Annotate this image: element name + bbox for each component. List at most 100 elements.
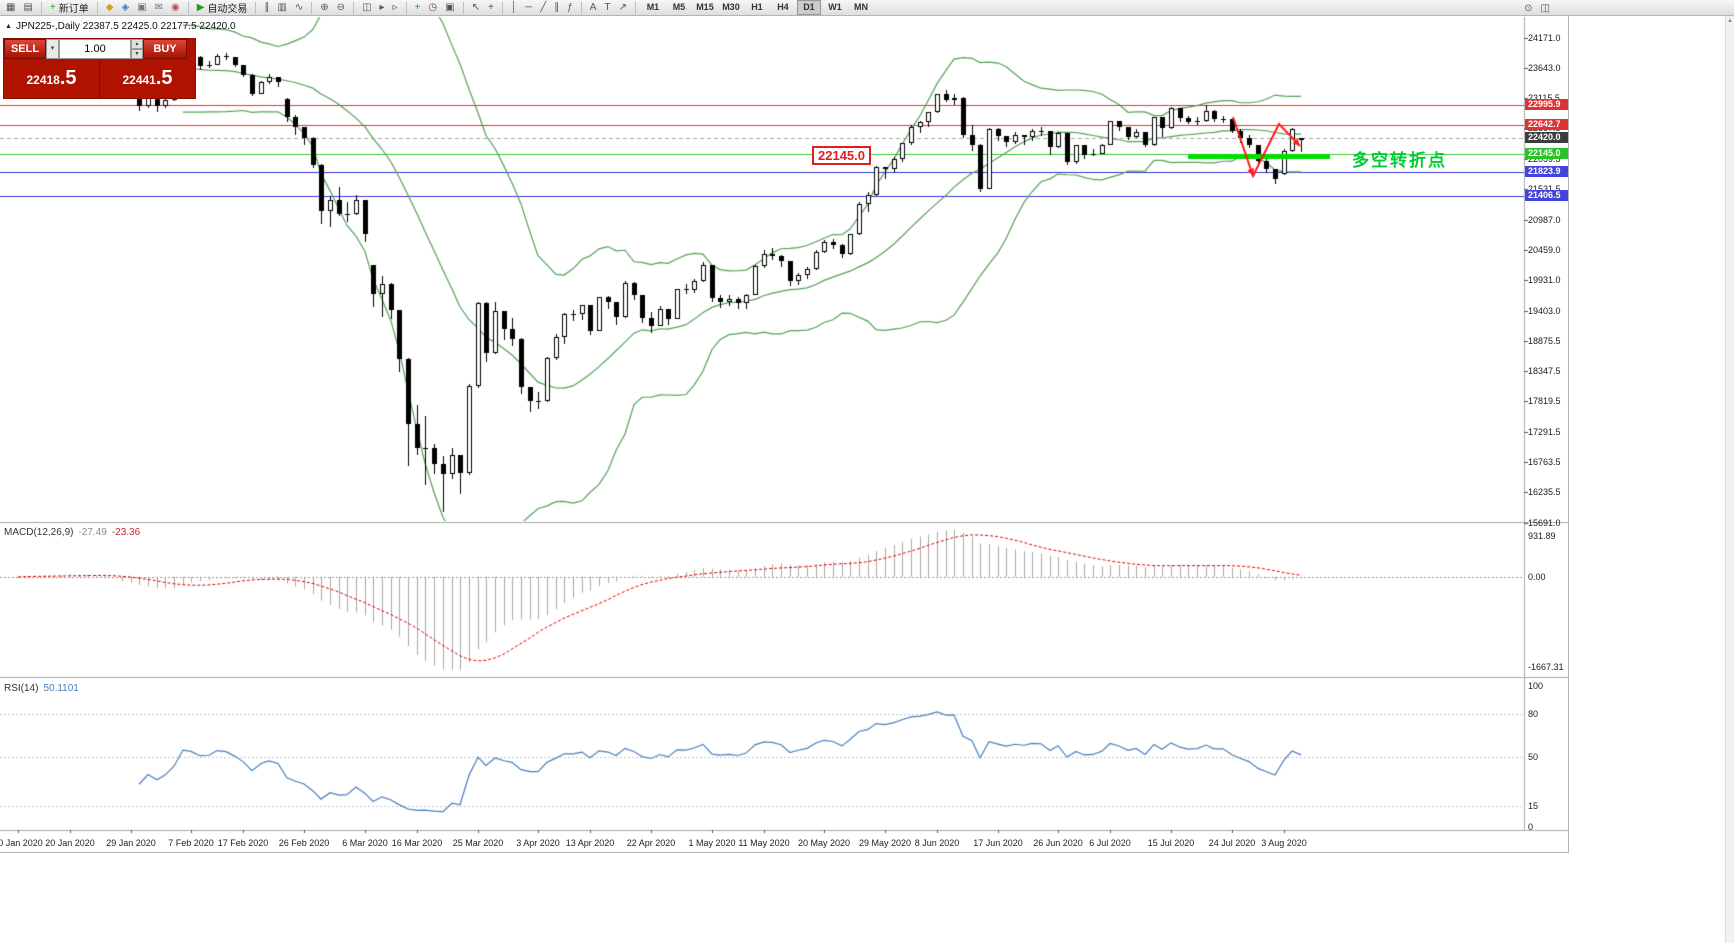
text-button[interactable]: A (587, 0, 600, 16)
auto-trading-icon: ▶ (196, 1, 205, 13)
indicators-button[interactable]: + (412, 0, 424, 16)
periods-icon: ◷ (428, 1, 438, 13)
market-watch-button[interactable]: ◆ (103, 0, 117, 16)
rsi-indicator-label: RSI(14) 50.1101 (4, 683, 79, 694)
toolbar-separator (353, 1, 355, 14)
scroll-up-icon[interactable]: ▲ (1727, 18, 1733, 24)
toolbar-separator (405, 1, 407, 14)
indicators-icon: + (414, 1, 421, 13)
price-badge: 21823.9 (1525, 166, 1568, 177)
cursor-button[interactable]: ↖ (469, 0, 483, 16)
line-chart-button[interactable]: ∿ (292, 0, 306, 16)
cursor-icon: ↖ (471, 1, 480, 13)
layouts-button[interactable]: ◫ (1538, 1, 1553, 17)
date-label: 6 Jul 2020 (1089, 838, 1131, 848)
alerts-button[interactable]: ◉ (168, 0, 183, 16)
vertical-line-icon: │ (510, 1, 518, 13)
data-window-button[interactable]: ◈ (118, 0, 132, 16)
tf-m1-button[interactable]: M1 (646, 2, 660, 12)
date-label: 1 May 2020 (688, 838, 736, 848)
templates-button[interactable]: ▣ (442, 0, 457, 16)
trendline-icon: ╱ (540, 1, 547, 13)
toolbar-separator (634, 1, 636, 14)
trendline-button[interactable]: ╱ (537, 0, 549, 16)
horizontal-line-button[interactable]: ─ (522, 0, 535, 16)
date-label: 20 Jan 2020 (45, 838, 95, 848)
new-order-button[interactable]: + 新订单 (47, 0, 92, 16)
sell-price-frac: .5 (59, 67, 77, 89)
volume-stepper: ▲ ▼ (131, 39, 143, 59)
label-icon: T (604, 1, 611, 13)
mailbox-icon: ✉ (154, 1, 163, 13)
chart-ohlc-title: ▲ JPN225-,Daily 22387.5 22425.0 22177.5 … (5, 21, 236, 32)
volume-up-icon[interactable]: ▲ (131, 39, 143, 49)
auto-trading-button[interactable]: ▶ 自动交易 (194, 0, 251, 16)
search-button[interactable]: ⊙ (1521, 1, 1535, 17)
toolbar-separator (255, 1, 257, 14)
tf-mn-button[interactable]: MN (853, 2, 868, 12)
new-chart-button[interactable]: ▦ (3, 0, 18, 16)
navigator-button[interactable]: ▣ (134, 0, 149, 16)
crosshair-button[interactable]: + (485, 0, 497, 16)
tf-m5-button[interactable]: M5 (672, 2, 686, 12)
tf-w1-button[interactable]: W1 (828, 2, 842, 12)
volume-down-icon[interactable]: ▼ (131, 49, 143, 59)
one-click-toggle-icon[interactable]: ▲ (5, 23, 12, 30)
macd-signal-value: -23.36 (111, 527, 141, 538)
vertical-scrollbar[interactable]: ▲ (1725, 16, 1734, 943)
volume-input[interactable] (59, 39, 131, 59)
price-badge: 22145.0 (1525, 148, 1568, 159)
chart-profiles-button[interactable]: ▤ (20, 0, 35, 16)
price-badge: 21406.5 (1525, 190, 1568, 201)
toolbar-separator (462, 1, 464, 14)
fibonacci-icon: ƒ (567, 1, 573, 13)
date-label: 3 Apr 2020 (516, 838, 560, 848)
toolbar-separator (501, 1, 503, 14)
mailbox-button[interactable]: ✉ (152, 0, 166, 16)
market-watch-icon: ◆ (105, 1, 114, 13)
one-click-trading-panel: SELL ▾ ▲ ▼ BUY 22418.5 22441.5 (3, 38, 196, 99)
toolbar-separator (187, 1, 189, 14)
price-badge: 22642.7 (1525, 119, 1568, 130)
date-label: 17 Jun 2020 (973, 838, 1023, 848)
vertical-line-button[interactable]: │ (508, 0, 520, 16)
rsi-scale-label: 15 (1528, 800, 1539, 811)
zoom-in-icon: ⊕ (320, 1, 329, 13)
zoom-in-button[interactable]: ⊕ (317, 0, 331, 16)
channel-icon: ∥ (554, 1, 560, 13)
chart-plot[interactable] (0, 16, 1568, 852)
price-annotation-label: 22145.0 (812, 146, 871, 165)
price-tick-label: 19931.0 (1528, 275, 1561, 286)
auto-scroll-button[interactable]: ▸ (377, 0, 388, 16)
tf-m15-button[interactable]: M15 (696, 2, 714, 12)
candle-chart-button[interactable]: ▥ (274, 0, 289, 16)
date-label: 17 Feb 2020 (217, 838, 269, 848)
zoom-out-button[interactable]: ⊖ (334, 0, 348, 16)
tf-m30-button[interactable]: M30 (722, 2, 740, 12)
sell-button[interactable]: SELL (4, 39, 46, 59)
date-label: 7 Feb 2020 (168, 838, 214, 848)
chart-shift-button[interactable]: ▹ (390, 0, 401, 16)
price-tick-label: 17819.5 (1528, 396, 1561, 407)
date-label: 16 Mar 2020 (391, 838, 443, 848)
search-icon: ⊙ (1524, 3, 1533, 14)
label-button[interactable]: T (601, 0, 613, 16)
candle-chart-icon: ▥ (277, 1, 287, 13)
volume-dropdown-icon[interactable]: ▾ (46, 39, 59, 59)
tile-windows-button[interactable]: ◫ (359, 0, 374, 16)
periods-button[interactable]: ◷ (425, 0, 440, 16)
channel-button[interactable]: ∥ (551, 0, 562, 16)
price-tick-label: 18347.5 (1528, 366, 1561, 377)
buy-button[interactable]: BUY (143, 39, 187, 59)
rsi-value: 50.1101 (43, 683, 79, 694)
tile-windows-icon: ◫ (362, 1, 372, 13)
new-order-label: 新订单 (58, 4, 89, 15)
arrows-button[interactable]: ↗ (616, 0, 630, 16)
bar-chart-button[interactable]: ∥ (261, 0, 272, 16)
sell-price-button[interactable]: 22418.5 (4, 59, 99, 98)
fibonacci-button[interactable]: ƒ (564, 0, 576, 16)
tf-h4-button[interactable]: H4 (777, 2, 789, 12)
tf-d1-button[interactable]: D1 (796, 0, 821, 15)
tf-h1-button[interactable]: H1 (751, 2, 763, 12)
buy-price-button[interactable]: 22441.5 (100, 59, 195, 98)
